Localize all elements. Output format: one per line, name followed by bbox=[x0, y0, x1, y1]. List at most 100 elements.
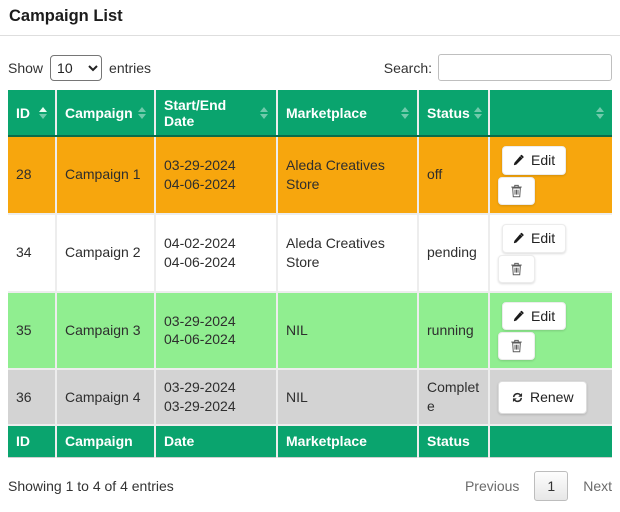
page-1-button[interactable]: 1 bbox=[534, 470, 569, 501]
cell-dates: 03-29-2024 04-06-2024 bbox=[155, 136, 278, 215]
page-length-select[interactable]: 10 bbox=[50, 54, 103, 81]
end-date: 04-06-2024 bbox=[164, 331, 236, 348]
edit-button-label: Edit bbox=[531, 307, 556, 324]
renew-button-label: Renew bbox=[530, 388, 574, 405]
sort-icons bbox=[473, 106, 482, 119]
cell-dates: 04-02-2024 04-06-2024 bbox=[155, 213, 278, 293]
footer-header-status: Status bbox=[418, 425, 490, 458]
sort-icons bbox=[596, 106, 604, 119]
search-control: Search: bbox=[384, 54, 612, 81]
cell-marketplace: NIL bbox=[277, 369, 419, 427]
cell-actions: Edit bbox=[489, 136, 612, 215]
end-date: 04-06-2024 bbox=[164, 253, 236, 270]
column-header-marketplace[interactable]: Marketplace bbox=[277, 90, 419, 137]
cell-actions: Edit bbox=[489, 213, 612, 293]
end-date: 04-06-2024 bbox=[164, 175, 236, 192]
cell-id: 36 bbox=[8, 369, 57, 427]
edit-button[interactable]: Edit bbox=[502, 146, 567, 175]
table-row: 28 Campaign 1 03-29-2024 04-06-2024 Aleda Cr… bbox=[8, 136, 612, 215]
cell-status: pending bbox=[418, 213, 490, 293]
trash-icon bbox=[510, 184, 523, 198]
delete-button[interactable] bbox=[498, 254, 535, 283]
cell-actions: Edit bbox=[489, 291, 612, 371]
end-date: 03-29-2024 bbox=[164, 398, 236, 415]
cell-id: 28 bbox=[8, 136, 57, 215]
trash-icon bbox=[510, 339, 523, 353]
column-header-actions[interactable] bbox=[489, 90, 612, 137]
cell-dates: 03-29-2024 04-06-2024 bbox=[155, 291, 278, 371]
table-body: 28 Campaign 1 03-29-2024 04-06-2024 Aleda Cr… bbox=[8, 136, 612, 427]
sort-icons bbox=[39, 106, 47, 119]
pencil-icon bbox=[513, 232, 525, 244]
search-label: Search: bbox=[383, 59, 432, 76]
cell-marketplace: NIL bbox=[277, 291, 419, 371]
start-date: 03-29-2024 bbox=[164, 157, 236, 173]
pencil-icon bbox=[513, 310, 525, 322]
trash-icon bbox=[510, 262, 523, 276]
table-row: 34 Campaign 2 04-02-2024 04-06-2024 Aleda Cr… bbox=[8, 213, 612, 293]
campaign-table: ID Campaign Start/End Date Marketplace Statu… bbox=[8, 90, 612, 458]
footer-header-actions bbox=[489, 425, 612, 458]
pagination: Previous 1 Next bbox=[464, 470, 612, 501]
cell-dates: 03-29-2024 03-29-2024 bbox=[155, 369, 278, 427]
cell-marketplace: Aleda Creatives Store bbox=[277, 136, 419, 215]
bottom-bar: Showing 1 to 4 of 4 entries Previous 1 N… bbox=[0, 458, 620, 501]
entries-label: entries bbox=[109, 59, 152, 76]
column-header-id[interactable]: ID bbox=[8, 90, 57, 137]
edit-button-label: Edit bbox=[531, 229, 556, 246]
start-date: 03-29-2024 bbox=[164, 312, 236, 329]
column-header-label: Marketplace bbox=[286, 104, 367, 121]
cell-status: off bbox=[418, 136, 490, 215]
footer-header-date: Date bbox=[155, 425, 278, 458]
footer-header-id: ID bbox=[8, 425, 57, 458]
refresh-icon bbox=[511, 391, 524, 404]
column-header-status[interactable]: Status bbox=[418, 90, 490, 137]
sort-icons bbox=[401, 106, 409, 119]
cell-campaign: Campaign 3 bbox=[56, 291, 156, 371]
campaign-list-page: Campaign List Show 10 entries Search: ID… bbox=[0, 7, 620, 501]
table-row: 35 Campaign 3 03-29-2024 04-06-2024 NIL runni… bbox=[8, 291, 612, 371]
search-input[interactable] bbox=[438, 54, 612, 81]
cell-actions: Renew bbox=[489, 369, 612, 427]
delete-button[interactable] bbox=[498, 332, 535, 361]
start-date: 03-29-2024 bbox=[164, 379, 236, 396]
page-title: Campaign List bbox=[9, 7, 123, 25]
sort-icons bbox=[260, 106, 268, 119]
cell-id: 35 bbox=[8, 291, 57, 371]
table-header: ID Campaign Start/End Date Marketplace Statu… bbox=[8, 90, 612, 137]
renew-button[interactable]: Renew bbox=[498, 380, 587, 414]
cell-campaign: Campaign 4 bbox=[56, 369, 156, 427]
footer-header-campaign: Campaign bbox=[56, 425, 156, 458]
cell-campaign: Campaign 1 bbox=[56, 136, 156, 215]
column-header-label: Status bbox=[427, 104, 470, 121]
previous-button[interactable]: Previous bbox=[464, 477, 520, 494]
edit-button[interactable]: Edit bbox=[502, 223, 567, 253]
column-header-date[interactable]: Start/End Date bbox=[155, 90, 278, 137]
table-toolbar: Show 10 entries Search: bbox=[0, 36, 620, 90]
title-divider bbox=[0, 35, 620, 36]
edit-button[interactable]: Edit bbox=[502, 301, 567, 331]
cell-status: running bbox=[418, 291, 490, 371]
entries-summary: Showing 1 to 4 of 4 entries bbox=[8, 477, 174, 494]
cell-id: 34 bbox=[8, 213, 57, 293]
column-header-label: Start/End Date bbox=[164, 96, 227, 129]
show-label: Show bbox=[8, 59, 44, 76]
cell-marketplace: Aleda Creatives Store bbox=[277, 213, 419, 293]
footer-row: ID Campaign Date Marketplace Status bbox=[8, 425, 612, 458]
delete-button[interactable] bbox=[498, 176, 535, 205]
cell-campaign: Campaign 2 bbox=[56, 213, 156, 293]
next-button[interactable]: Next bbox=[583, 477, 612, 494]
column-header-label: ID bbox=[16, 104, 30, 121]
edit-button-label: Edit bbox=[531, 152, 556, 168]
header-row: ID Campaign Start/End Date Marketplace Statu… bbox=[8, 90, 612, 137]
page-length-control: Show 10 entries bbox=[8, 54, 152, 81]
table-row: 36 Campaign 4 03-29-2024 03-29-2024 NIL Compl… bbox=[8, 369, 612, 427]
table-footer: ID Campaign Date Marketplace Status bbox=[8, 425, 612, 458]
pencil-icon bbox=[513, 154, 525, 166]
start-date: 04-02-2024 bbox=[164, 234, 236, 251]
column-header-label: Campaign bbox=[65, 104, 133, 121]
footer-header-marketplace: Marketplace bbox=[277, 425, 419, 458]
sort-icons bbox=[138, 106, 146, 119]
cell-status: Complete bbox=[418, 369, 490, 427]
column-header-campaign[interactable]: Campaign bbox=[56, 90, 156, 137]
